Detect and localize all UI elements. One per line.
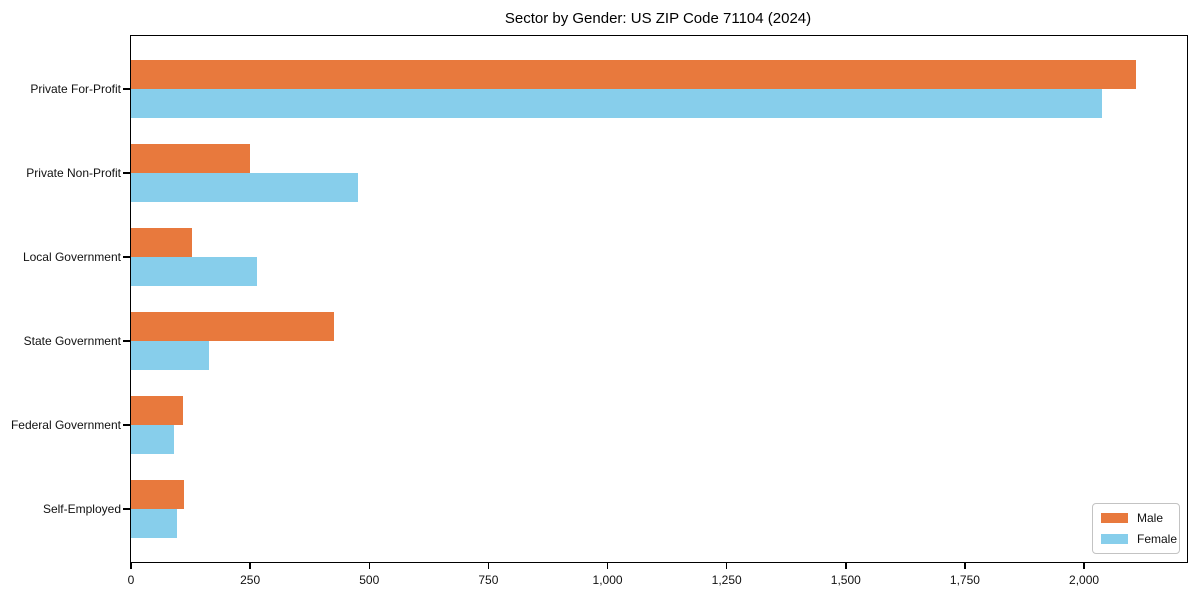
legend-swatch-male <box>1101 513 1128 523</box>
y-axis-tick-local-government <box>123 256 131 258</box>
x-axis-tick-750 <box>487 563 490 569</box>
bar-male-private-for-profit <box>131 60 1136 89</box>
legend-entry-female: Female <box>1101 532 1177 546</box>
x-axis-tick-250 <box>249 563 251 569</box>
bar-male-state-government <box>131 312 334 341</box>
y-axis-tick-self-employed <box>123 508 131 510</box>
x-axis-tick-1250 <box>725 563 728 569</box>
y-axis-tick-state-government <box>123 340 131 342</box>
x-axis-tick-2000 <box>1083 563 1085 569</box>
x-axis-tick-1000 <box>606 563 609 569</box>
bar-male-private-non-profit <box>131 144 250 173</box>
bar-female-self-employed <box>131 509 178 538</box>
legend-label-female: Female <box>1137 532 1178 546</box>
y-axis-label-self-employed: Self-Employed <box>42 502 121 516</box>
x-axis-label-1500: 1,500 <box>830 573 861 587</box>
x-axis-label-250: 250 <box>240 573 261 587</box>
x-axis-label-0: 0 <box>127 573 135 587</box>
x-axis-label-500: 500 <box>359 573 380 587</box>
x-axis-label-1750: 1,750 <box>949 573 980 587</box>
x-axis-tick-500 <box>368 563 371 569</box>
legend: Male Female <box>1092 503 1180 554</box>
plot-area: Male Female Private For-Profit Private Non… <box>11 35 1188 587</box>
bar-female-local-government <box>131 257 257 286</box>
legend-entry-male: Male <box>1101 511 1170 525</box>
bar-female-federal-government <box>131 425 174 454</box>
y-axis-label-local-government: Local Government <box>22 250 121 264</box>
bar-female-state-government <box>131 341 210 370</box>
bar-male-self-employed <box>131 480 184 509</box>
x-axis-label-2000: 2,000 <box>1069 573 1100 587</box>
y-axis-label-state-government: State Government <box>23 334 121 348</box>
bar-female-private-for-profit <box>131 89 1102 118</box>
x-axis-label-1000: 1,000 <box>592 573 623 587</box>
x-axis-tick-0 <box>130 563 132 569</box>
bar-male-local-government <box>131 228 192 257</box>
legend-label-male: Male <box>1137 511 1164 525</box>
x-axis-label-1250: 1,250 <box>711 573 742 587</box>
x-axis-tick-1500 <box>845 563 847 569</box>
bar-female-private-non-profit <box>131 173 359 202</box>
y-axis-label-federal-government: Federal Government <box>10 418 121 432</box>
x-axis-label-750: 750 <box>478 573 499 587</box>
chart-title: Sector by Gender: US ZIP Code 71104 (202… <box>504 10 812 27</box>
y-axis-label-private-non-profit: Private Non-Profit <box>26 166 121 180</box>
y-axis-label-private-for-profit: Private For-Profit <box>30 82 121 96</box>
x-axis-tick-1750 <box>964 563 966 569</box>
y-axis-tick-private-non-profit <box>123 172 131 174</box>
y-axis-tick-federal-government <box>123 424 131 426</box>
legend-swatch-female <box>1101 534 1128 544</box>
bar-male-federal-government <box>131 396 183 425</box>
y-axis-tick-private-for-profit <box>123 88 131 90</box>
